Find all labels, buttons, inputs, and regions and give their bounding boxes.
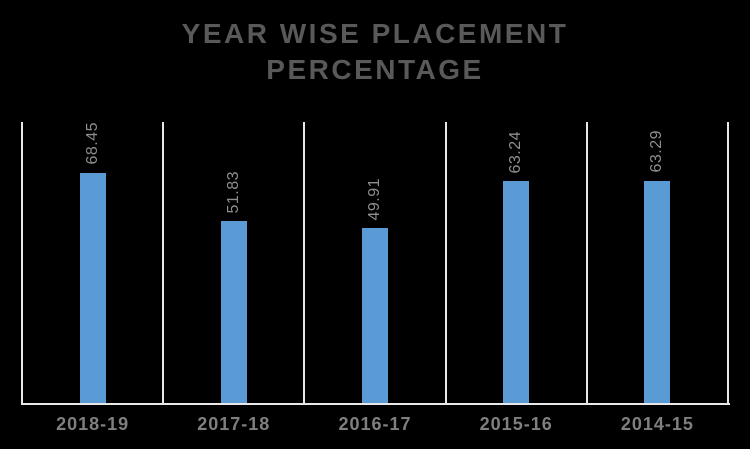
category-gridline xyxy=(585,122,588,404)
bar-group-2016-17: 49.91 xyxy=(304,122,445,404)
category-gridline xyxy=(444,122,447,404)
bar-group-2017-18: 51.83 xyxy=(163,122,304,404)
bar-2018-19 xyxy=(79,172,106,404)
x-axis-line xyxy=(21,403,730,405)
bar-2014-15 xyxy=(644,180,671,404)
plot-area: 68.45 51.83 49.91 63.24 63.29 xyxy=(21,122,730,405)
x-axis-label: 2017-18 xyxy=(197,414,271,434)
bar-value-label: 63.29 xyxy=(648,130,666,173)
bar-2017-18 xyxy=(220,221,247,404)
category-gridline xyxy=(303,122,306,404)
chart-title-line-2: PERCENTAGE xyxy=(266,54,484,85)
x-axis-label: 2018-19 xyxy=(56,414,130,434)
bar-value-label: 68.45 xyxy=(83,122,101,165)
chart-title-line-1: YEAR WISE PLACEMENT xyxy=(181,18,569,49)
bar-value-label: 51.83 xyxy=(224,170,242,214)
category-gridline xyxy=(162,122,165,404)
chart-title: YEAR WISE PLACEMENT PERCENTAGE xyxy=(0,16,750,88)
bar-group-2018-19: 68.45 xyxy=(22,122,163,404)
bar-value-label: 63.24 xyxy=(507,130,525,174)
bar-2015-16 xyxy=(503,181,530,404)
category-gridline xyxy=(727,122,729,404)
bar-group-2015-16: 63.24 xyxy=(446,122,587,404)
x-axis-label: 2016-17 xyxy=(338,414,412,434)
bar-value-label: 49.91 xyxy=(365,177,383,221)
x-axis-label: 2014-15 xyxy=(620,414,694,434)
bar-group-2014-15: 63.29 xyxy=(587,122,728,404)
x-axis-label: 2015-16 xyxy=(479,414,553,434)
bar-2016-17 xyxy=(361,228,388,404)
category-gridline xyxy=(21,122,23,404)
x-axis-labels: 2018-19 2017-18 2016-17 2015-16 2014-15 xyxy=(22,414,728,438)
